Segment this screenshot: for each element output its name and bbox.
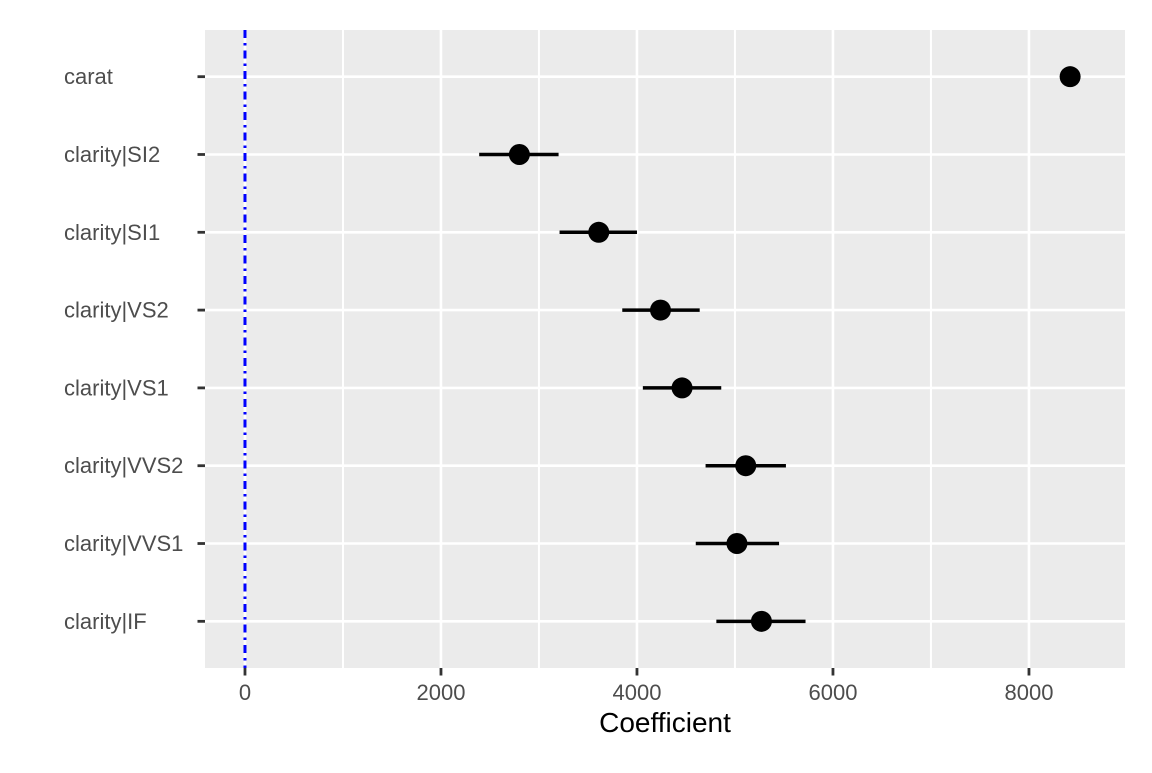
- x-axis-tick-label: 8000: [1004, 680, 1053, 705]
- x-axis-title: Coefficient: [599, 707, 731, 738]
- y-axis-label: clarity|VS2: [64, 298, 169, 323]
- y-axis-label: clarity|SI2: [64, 142, 160, 167]
- point-estimate-dot: [588, 221, 610, 243]
- y-axis-label: carat: [64, 64, 113, 89]
- y-axis-label: clarity|SI1: [64, 220, 160, 245]
- point-estimate-dot: [750, 610, 772, 632]
- x-axis-tick-label: 0: [239, 680, 251, 705]
- point-estimate-dot: [649, 299, 671, 321]
- point-estimate-dot: [508, 143, 530, 165]
- point-estimate-dot: [1059, 66, 1081, 88]
- point-estimate-dot: [671, 377, 693, 399]
- chart-layers: carat clarity|SI2 clarity|SI1 clarity|VS2 cl…: [64, 30, 1125, 705]
- y-axis-label: clarity|VVS1: [64, 531, 183, 556]
- y-axis-label: clarity|VS1: [64, 375, 169, 400]
- x-axis-tick-label: 4000: [612, 680, 661, 705]
- y-axis-label: clarity|IF: [64, 609, 147, 634]
- point-estimate-dot: [735, 455, 757, 477]
- x-axis-tick-label: 2000: [417, 680, 466, 705]
- plot-panel: [205, 30, 1125, 668]
- x-axis-tick-label: 6000: [808, 680, 857, 705]
- point-estimate-dot: [726, 533, 748, 555]
- y-axis-label: clarity|VVS2: [64, 453, 183, 478]
